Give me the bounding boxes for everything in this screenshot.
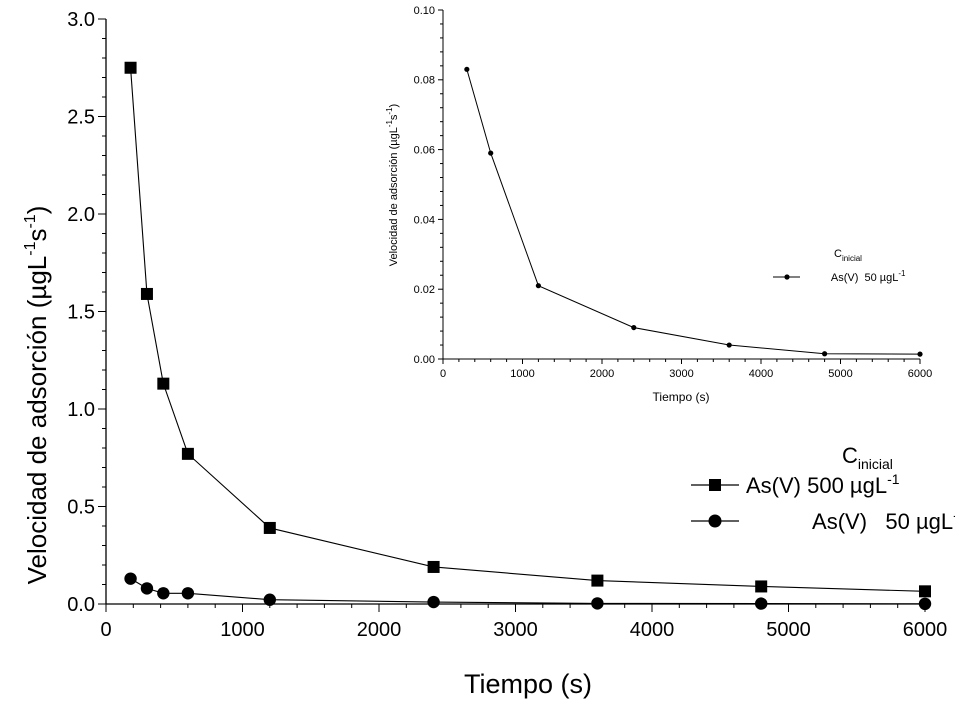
x-tick-label: 0: [440, 368, 446, 380]
data-point-square: [181, 447, 194, 460]
data-point-circle: [918, 597, 932, 611]
data-point-circle: [181, 587, 195, 600]
x-tick-label: 2000: [590, 368, 614, 380]
y-tick-label: 0.00: [414, 354, 435, 366]
data-point-circle: [427, 595, 440, 609]
data-point-square: [427, 560, 440, 573]
x-tick-label: 1000: [510, 368, 534, 380]
data-point-circle: [157, 587, 170, 600]
y-tick-label: 0.0: [67, 594, 95, 616]
inset-series: [464, 66, 923, 357]
series-line-1: [130, 578, 926, 605]
inset-y-ticks: 0.00 0.02 0.04 0.06 0.08 0.10: [414, 5, 443, 366]
y-tick-label: 2.0: [67, 204, 95, 226]
x-tick-label: 4000: [749, 368, 773, 380]
data-point-circle: [917, 351, 923, 357]
data-point-square: [140, 287, 153, 300]
y-tick-label: 0.06: [414, 144, 435, 156]
legend-marker-square: [709, 479, 721, 491]
y-tick-label: 1.0: [67, 399, 95, 421]
legend-marker-circle: [708, 514, 722, 528]
y-tick-label: 0.5: [67, 497, 95, 519]
x-tick-label: 6000: [908, 368, 932, 380]
data-point-circle: [124, 572, 137, 585]
y-tick-label: 2.5: [67, 107, 95, 129]
main-legend: Cinicial As(V) 500 µgL-1 As(V) 50 µgL-1: [691, 443, 955, 534]
data-point-square: [124, 61, 137, 74]
data-point-circle: [535, 283, 542, 289]
main-y-ticks: 0.0 0.5 1.0 1.5 2.0 2.5 3.0: [67, 9, 106, 616]
y-tick-label: 0.02: [414, 284, 435, 296]
x-tick-label: 2000: [357, 619, 402, 641]
main-chart: 0 1000 2000 3000 4000 5000 6000 0.0 0.5 1.0 1.5 2.…: [22, 9, 955, 699]
inset-legend-marker: [784, 274, 790, 280]
main-legend-title: Cinicial: [842, 443, 893, 472]
inset-legend: Cinicial As(V) 50 µgL-1: [773, 248, 927, 284]
legend-label-50: As(V) 50 µgL-1: [746, 500, 955, 534]
y-tick-label: 0.10: [414, 5, 435, 17]
x-tick-label: 6000: [903, 619, 948, 641]
inset-legend-label: As(V) 50 µgL-1: [804, 267, 927, 284]
inset-x-ticks: 0 1000 2000 3000 4000 5000 6000: [440, 359, 932, 380]
inset-x-axis-label: Tiempo (s): [653, 390, 710, 404]
x-tick-label: 3000: [669, 368, 693, 380]
data-point-square: [591, 574, 604, 587]
x-tick-label: 1000: [220, 619, 265, 641]
inset-axes: [442, 10, 920, 360]
legend-item-50: As(V) 50 µgL-1: [691, 500, 955, 534]
y-tick-label: 0.04: [414, 214, 435, 226]
x-tick-label: 3000: [493, 619, 538, 641]
legend-item-500: As(V) 500 µgL-1: [691, 471, 900, 498]
x-tick-label: 5000: [828, 368, 852, 380]
data-point-circle: [591, 597, 604, 610]
data-point-circle: [464, 66, 470, 72]
inset-chart: 0 1000 2000 3000 4000 5000 6000 0.000.020.040.…: [385, 5, 932, 404]
data-point-circle: [822, 351, 828, 357]
main-x-axis-label: Tiempo (s): [464, 669, 592, 699]
series-line-0: [466, 69, 921, 355]
data-point-square: [755, 580, 768, 593]
data-point-circle: [726, 342, 732, 348]
y-tick-label: 3.0: [67, 9, 95, 31]
main-y-axis-label: Velocidad de adsorción (µgL-1s-1): [22, 206, 52, 585]
y-tick-label: 1.5: [67, 302, 95, 324]
main-x-ticks: 0 1000 2000 3000 4000 5000 6000: [100, 604, 947, 641]
data-point-circle: [488, 150, 494, 156]
inset-y-axis-label: Velocidad de adsorción (µgL-1s-1): [385, 104, 400, 266]
main-series: [124, 61, 932, 611]
data-point-circle: [631, 324, 637, 331]
x-tick-label: 4000: [630, 619, 675, 641]
legend-label-500: As(V) 500 µgL-1: [746, 471, 900, 498]
data-point-square: [919, 585, 931, 598]
data-point-circle: [263, 593, 276, 606]
data-point-square: [157, 377, 170, 390]
y-tick-label: 0.08: [414, 75, 435, 87]
data-point-circle: [755, 597, 768, 610]
data-point-square: [263, 521, 276, 534]
x-tick-label: 5000: [766, 619, 811, 641]
data-point-circle: [140, 582, 154, 595]
inset-legend-title: Cinicial: [834, 248, 862, 263]
x-tick-label: 0: [100, 619, 111, 641]
